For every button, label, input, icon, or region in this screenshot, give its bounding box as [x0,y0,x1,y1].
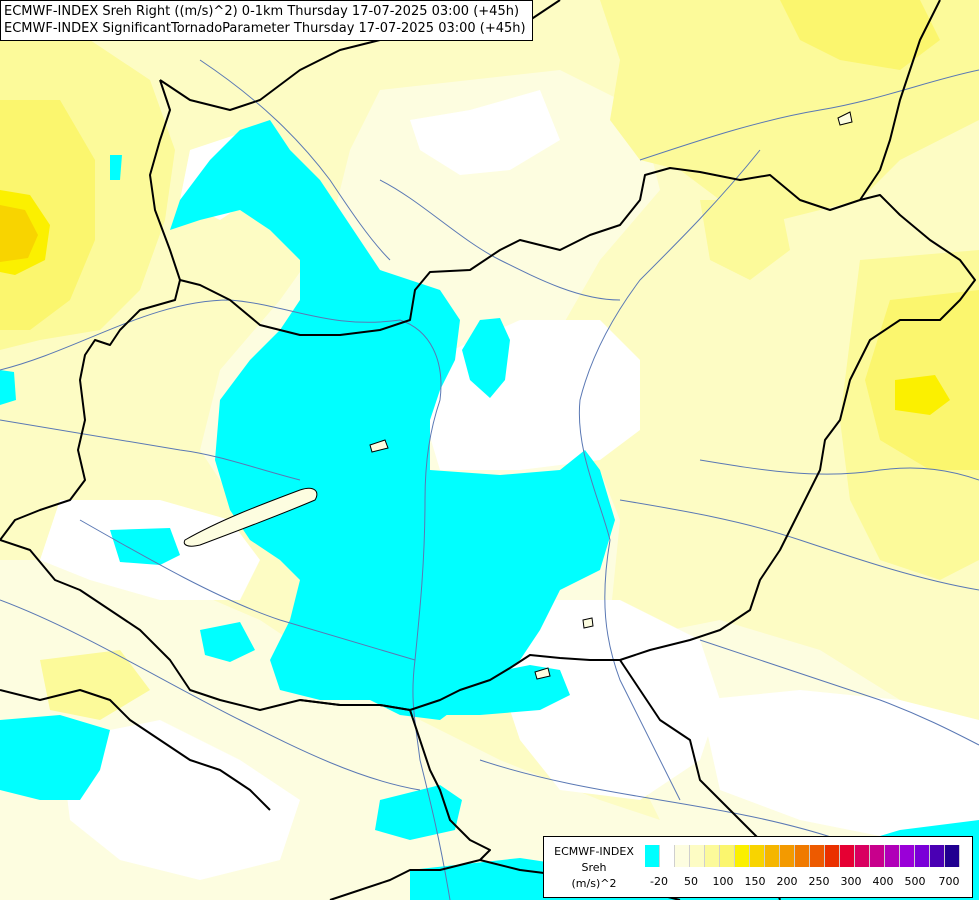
legend-swatch [660,845,675,867]
white-field-south [500,600,720,800]
white-field-north [410,90,560,175]
legend-swatch [810,845,825,867]
border-ukraine [859,0,941,201]
legend-tick-label: 150 [744,875,766,888]
border-slovenia [0,689,271,811]
legend-tick-label: 500 [904,875,926,888]
border-hungary [179,167,976,711]
cyan-field-left-edge [0,370,16,405]
legend-swatch [705,845,720,867]
legend-variable: Sreh [581,861,607,874]
white-field-southwest [60,720,300,880]
legend-tick-label: 250 [808,875,830,888]
orange-core-west [0,205,38,262]
legend-swatch [945,845,960,867]
legend-tick-label: 100 [712,875,734,888]
legend-swatch [675,845,690,867]
lake-small-4 [582,617,594,629]
title-stp: ECMWF-INDEX SignificantTornadoParameter … [4,21,526,36]
legend-swatch [645,845,660,867]
river-west [0,419,301,481]
lake-small-3 [534,667,551,680]
yellow-field-east2 [700,200,790,280]
cyan-field-nw-small [110,155,122,180]
gold-field-east [895,375,950,415]
legend-swatch [870,845,885,867]
river-se [699,639,979,746]
white-field-southeast [700,690,979,860]
cyan-field-south-center [430,665,570,715]
legend-title: ECMWF-INDEX [554,845,634,858]
legend-tick-label: 50 [684,875,698,888]
yellow-strong-west [0,100,95,330]
legend-tick-label: 300 [840,875,862,888]
legend-swatch [885,845,900,867]
legend-tick-label: 700 [938,875,960,888]
legend-color-bar [645,845,960,867]
river-south [479,759,841,841]
legend-units: (m/s)^2 [571,877,617,890]
legend-swatch [840,845,855,867]
cyan-field-west [110,528,180,565]
cyan-field-island [462,318,510,398]
legend-swatch [780,845,795,867]
legend-swatch [735,845,750,867]
lake-small-2 [837,111,853,126]
lake-small-1 [369,439,389,453]
legend-swatch [765,845,780,867]
river-sava [0,599,421,791]
legend-swatch [915,845,930,867]
color-legend: ECMWF-INDEX Sreh (m/s)^2 -20 50 100 150 200 2… [543,836,973,898]
yellow-field-sw [40,650,150,720]
legend-swatch [825,845,840,867]
river-ne [639,69,979,161]
river-north1 [379,179,621,301]
legend-ticks: -20 50 100 150 200 250 300 400 500 700 [645,875,970,889]
legend-swatch [750,845,765,867]
legend-tick-label: -20 [650,875,668,888]
legend-tick-label: 400 [872,875,894,888]
legend-swatch [930,845,945,867]
legend-swatch [690,845,705,867]
legend-swatch [855,845,870,867]
border-croatia [0,539,491,900]
lake-balaton [183,487,318,547]
river-drava [79,519,416,661]
legend-swatch [720,845,735,867]
river-north2 [199,59,391,261]
river-tisza [578,149,761,801]
border-austria-slovakia [0,79,181,541]
river-east2 [619,499,979,591]
cyan-field-far-sw [0,715,110,800]
cyan-field-sw [200,622,255,662]
cyan-field-south [375,785,462,840]
cyan-field-main [170,120,615,720]
legend-swatch [795,845,810,867]
river-east1 [699,459,979,481]
map-title-box: ECMWF-INDEX Sreh Right ((m/s)^2) 0-1km T… [0,0,533,41]
title-sreh: ECMWF-INDEX Sreh Right ((m/s)^2) 0-1km T… [4,4,520,19]
legend-tick-label: 200 [776,875,798,888]
yellow-strong-ne [780,0,940,70]
legend-swatch [900,845,915,867]
